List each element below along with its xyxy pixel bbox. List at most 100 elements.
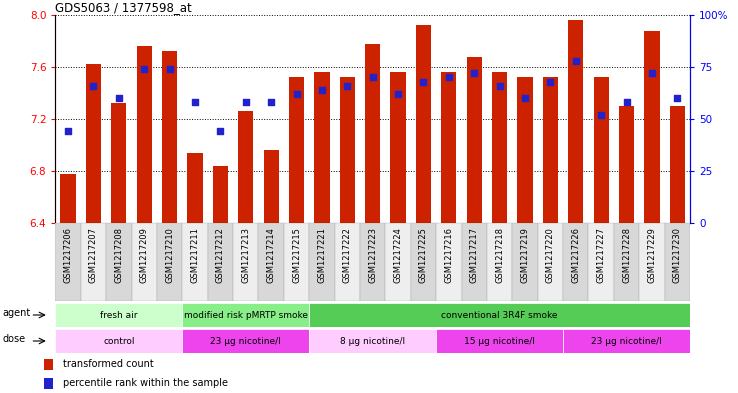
Point <box>519 95 531 101</box>
Bar <box>665 223 690 301</box>
Point <box>392 91 404 97</box>
Text: GSM1217224: GSM1217224 <box>393 227 402 283</box>
Bar <box>157 223 182 301</box>
Bar <box>162 51 177 223</box>
Bar <box>258 223 284 301</box>
Text: GSM1217206: GSM1217206 <box>63 227 72 283</box>
Point <box>113 95 125 101</box>
Bar <box>466 57 482 223</box>
Text: transformed count: transformed count <box>63 359 154 369</box>
Text: GSM1217220: GSM1217220 <box>546 227 555 283</box>
Text: fresh air: fresh air <box>100 310 137 320</box>
Bar <box>263 150 279 223</box>
Point <box>138 66 150 72</box>
Bar <box>563 329 690 353</box>
Point <box>189 99 201 105</box>
Text: GSM1217223: GSM1217223 <box>368 227 377 283</box>
Point <box>62 129 74 135</box>
Bar <box>619 106 634 223</box>
Text: GSM1217213: GSM1217213 <box>241 227 250 283</box>
Text: dose: dose <box>3 334 26 343</box>
Text: GSM1217214: GSM1217214 <box>266 227 275 283</box>
Bar <box>644 31 660 223</box>
Bar <box>106 223 131 301</box>
Bar <box>207 223 233 301</box>
Bar <box>512 223 538 301</box>
Text: GSM1217215: GSM1217215 <box>292 227 301 283</box>
Point <box>545 79 556 85</box>
Text: 23 μg nicotine/l: 23 μg nicotine/l <box>591 336 662 345</box>
Bar <box>289 77 304 223</box>
Bar <box>284 223 309 301</box>
Bar <box>436 329 563 353</box>
Bar <box>593 77 609 223</box>
Text: GSM1217227: GSM1217227 <box>597 227 606 283</box>
Bar <box>309 303 690 327</box>
Text: GSM1217219: GSM1217219 <box>520 227 529 283</box>
Point <box>164 66 176 72</box>
Text: conventional 3R4F smoke: conventional 3R4F smoke <box>441 310 558 320</box>
Bar <box>461 223 487 301</box>
Point <box>215 129 227 135</box>
Point <box>494 83 506 89</box>
Point <box>367 74 379 81</box>
Text: percentile rank within the sample: percentile rank within the sample <box>63 378 228 387</box>
Bar <box>390 72 406 223</box>
Bar <box>137 46 152 223</box>
Bar <box>339 77 355 223</box>
Point <box>316 87 328 93</box>
Bar <box>669 106 685 223</box>
Point <box>570 58 582 64</box>
Bar <box>55 303 182 327</box>
Bar <box>542 77 558 223</box>
Point <box>646 70 658 76</box>
Text: GSM1217225: GSM1217225 <box>419 227 428 283</box>
Text: 23 μg nicotine/l: 23 μg nicotine/l <box>210 336 281 345</box>
Text: agent: agent <box>3 308 31 318</box>
Bar <box>314 72 330 223</box>
Bar <box>44 378 53 389</box>
Text: 15 μg nicotine/l: 15 μg nicotine/l <box>464 336 535 345</box>
Text: GSM1217216: GSM1217216 <box>444 227 453 283</box>
Bar <box>61 174 76 223</box>
Text: GSM1217221: GSM1217221 <box>317 227 326 283</box>
Bar <box>233 223 258 301</box>
Point <box>88 83 100 89</box>
Bar <box>385 223 411 301</box>
Bar <box>80 223 106 301</box>
Bar <box>182 303 309 327</box>
Bar <box>538 223 563 301</box>
Bar <box>213 166 228 223</box>
Bar <box>309 223 334 301</box>
Bar <box>441 72 457 223</box>
Point <box>596 112 607 118</box>
Bar <box>415 26 431 223</box>
Bar <box>436 223 461 301</box>
Text: GSM1217212: GSM1217212 <box>216 227 225 283</box>
Bar <box>614 223 639 301</box>
Text: GSM1217218: GSM1217218 <box>495 227 504 283</box>
Text: GSM1217230: GSM1217230 <box>673 227 682 283</box>
Text: GDS5063 / 1377598_at: GDS5063 / 1377598_at <box>55 1 192 14</box>
Text: GSM1217207: GSM1217207 <box>89 227 98 283</box>
Text: GSM1217208: GSM1217208 <box>114 227 123 283</box>
Bar <box>131 223 157 301</box>
Text: GSM1217217: GSM1217217 <box>470 227 479 283</box>
Bar <box>55 329 182 353</box>
Bar <box>55 223 80 301</box>
Point <box>469 70 480 76</box>
Text: GSM1217229: GSM1217229 <box>647 227 656 283</box>
Text: GSM1217226: GSM1217226 <box>571 227 580 283</box>
Point <box>265 99 277 105</box>
Point <box>418 79 430 85</box>
Bar <box>365 44 380 223</box>
Bar <box>411 223 436 301</box>
Bar <box>238 111 253 223</box>
Text: GSM1217228: GSM1217228 <box>622 227 631 283</box>
Bar <box>44 359 53 370</box>
Bar <box>588 223 614 301</box>
Bar <box>360 223 385 301</box>
Point <box>240 99 252 105</box>
Point <box>672 95 683 101</box>
Bar <box>187 153 203 223</box>
